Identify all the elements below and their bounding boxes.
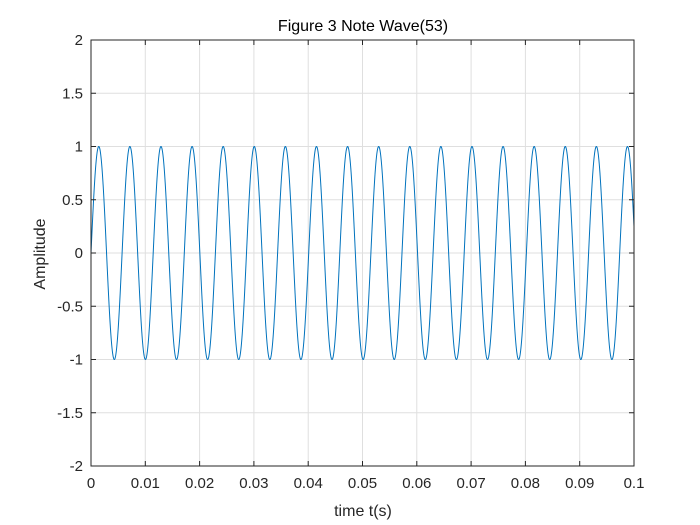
- y-tick-label: -1.5: [57, 405, 83, 422]
- y-tick-label: -1: [70, 352, 83, 369]
- x-tick-label: 0: [87, 475, 95, 492]
- ticks: [90, 39, 635, 467]
- x-tick-label: 0.04: [294, 475, 323, 492]
- y-tick-label: -2: [70, 458, 83, 475]
- x-tick-labels: 0 0.01 0.02 0.03 0.04 0.05 0.06 0.07 0.08 0.09 0.1: [87, 475, 645, 492]
- x-tick-label: 0.03: [239, 475, 268, 492]
- x-tick-label: 0.02: [185, 475, 214, 492]
- y-tick-label: 1: [75, 139, 83, 156]
- y-axis-title: Amplitude: [32, 218, 49, 289]
- x-tick-label: 0.07: [456, 475, 485, 492]
- x-tick-label: 0.05: [348, 475, 377, 492]
- x-axis-title: time t(s): [334, 503, 392, 520]
- x-tick-label: 0.1: [624, 475, 645, 492]
- y-tick-labels: 2 1.5 1 0.5 0 -0.5 -1 -1.5 -2: [57, 32, 83, 475]
- y-tick-label: 1.5: [62, 85, 83, 102]
- y-tick-label: 0.5: [62, 192, 83, 209]
- chart-title: Figure 3 Note Wave(53): [278, 18, 448, 35]
- y-tick-label: 2: [75, 32, 83, 49]
- x-tick-label: 0.01: [131, 475, 160, 492]
- x-tick-label: 0.09: [565, 475, 594, 492]
- x-tick-label: 0.08: [511, 475, 540, 492]
- x-tick-label: 0.06: [402, 475, 431, 492]
- y-tick-label: 0: [75, 245, 83, 262]
- y-tick-label: -0.5: [57, 298, 83, 315]
- series-line: [90, 145, 635, 361]
- series-layer: [90, 145, 635, 361]
